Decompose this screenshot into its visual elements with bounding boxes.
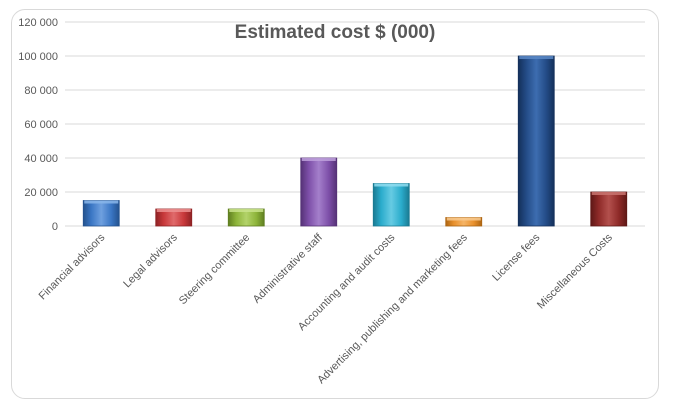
bar-cap	[229, 209, 264, 212]
y-tick-label: 0	[52, 221, 58, 233]
bar	[155, 208, 193, 227]
bar-cap	[301, 158, 336, 161]
bar	[82, 200, 120, 227]
y-tick-label: 80 000	[24, 85, 58, 97]
bar	[517, 55, 555, 227]
x-category-label: Financial advisors	[37, 231, 108, 302]
x-axis-labels: Financial advisors Legal advisorsSteering…	[37, 231, 616, 386]
bar	[300, 157, 338, 227]
x-category-label: Legal advisors	[121, 231, 180, 290]
y-tick-label: 60 000	[24, 119, 58, 131]
bar	[590, 191, 628, 227]
x-category-label: Advertising, publishing and marketing fe…	[315, 231, 470, 386]
bar	[445, 217, 483, 227]
bar-body	[517, 55, 555, 227]
bar-body	[300, 157, 338, 227]
bar-body	[372, 183, 410, 227]
bar-cap	[446, 217, 481, 221]
x-category-label: Miscellaneous Costs	[535, 231, 615, 311]
x-category-label: Administrative staff	[251, 231, 326, 306]
bar	[227, 208, 265, 227]
bar-cap	[519, 56, 554, 59]
y-tick-label: 20 000	[24, 187, 58, 199]
bar-cap	[84, 200, 119, 204]
gridlines	[65, 21, 645, 227]
bar-cap	[156, 209, 191, 212]
x-category-label: License fees	[490, 231, 543, 284]
x-category-label: Steering committee	[177, 232, 252, 307]
bar-body	[82, 200, 120, 227]
bar-cap	[591, 192, 626, 195]
y-tick-label: 120 000	[18, 17, 58, 29]
y-axis-ticks: 0 20 000 40 000 60 000 80 000 100 000 120 000	[18, 17, 58, 233]
bar-body	[590, 191, 628, 227]
bars	[82, 55, 628, 227]
bar	[372, 183, 410, 227]
y-tick-label: 40 000	[24, 153, 58, 165]
y-tick-label: 100 000	[18, 51, 58, 63]
chart-title: Estimated cost $ (000)	[235, 22, 436, 43]
bar-cap	[374, 183, 409, 187]
